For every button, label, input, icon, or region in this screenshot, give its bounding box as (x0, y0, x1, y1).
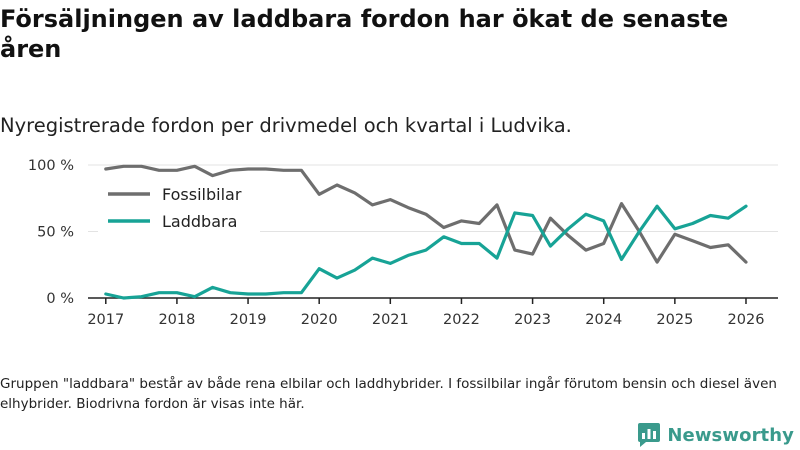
legend-label: Fossilbilar (162, 185, 242, 204)
footnote: Gruppen "laddbara" består av både rena e… (0, 376, 777, 412)
brand-name: Newsworthy (667, 424, 794, 446)
y-tick-label: 100 % (28, 158, 74, 174)
y-tick-label: 0 % (46, 291, 74, 307)
newsworthy-logo-icon (638, 423, 661, 447)
legend-background (98, 178, 260, 236)
chart-subtitle: Nyregistrerade fordon per drivmedel och … (0, 114, 572, 137)
x-tick-label: 2023 (514, 312, 551, 328)
x-tick-label: 2020 (301, 312, 338, 328)
x-tick-label: 2018 (158, 312, 195, 328)
x-tick-label: 2019 (230, 312, 267, 328)
x-tick-label: 2017 (87, 312, 124, 328)
brand: Newsworthy (637, 420, 794, 450)
x-tick-label: 2022 (443, 312, 480, 328)
x-tick-label: 2024 (585, 312, 622, 328)
x-tick-label: 2021 (372, 312, 409, 328)
y-tick-label: 50 % (37, 225, 74, 241)
chart-title: Försäljningen av laddbara fordon har öka… (0, 5, 729, 63)
x-tick-label: 2025 (656, 312, 693, 328)
x-tick-label: 2026 (728, 312, 765, 328)
legend: Fossilbilar Laddbara (98, 178, 260, 236)
line-chart: 0 % 50 % 100 % 2017 2018 2019 2020 2021 2022 2023… (28, 158, 778, 328)
series-line-laddbara (104, 204, 748, 300)
legend-label: Laddbara (162, 212, 237, 231)
x-axis: 0 % 50 % 100 % 2017 2018 2019 2020 2021 2022 2023… (28, 158, 778, 328)
series-lines (104, 164, 748, 300)
